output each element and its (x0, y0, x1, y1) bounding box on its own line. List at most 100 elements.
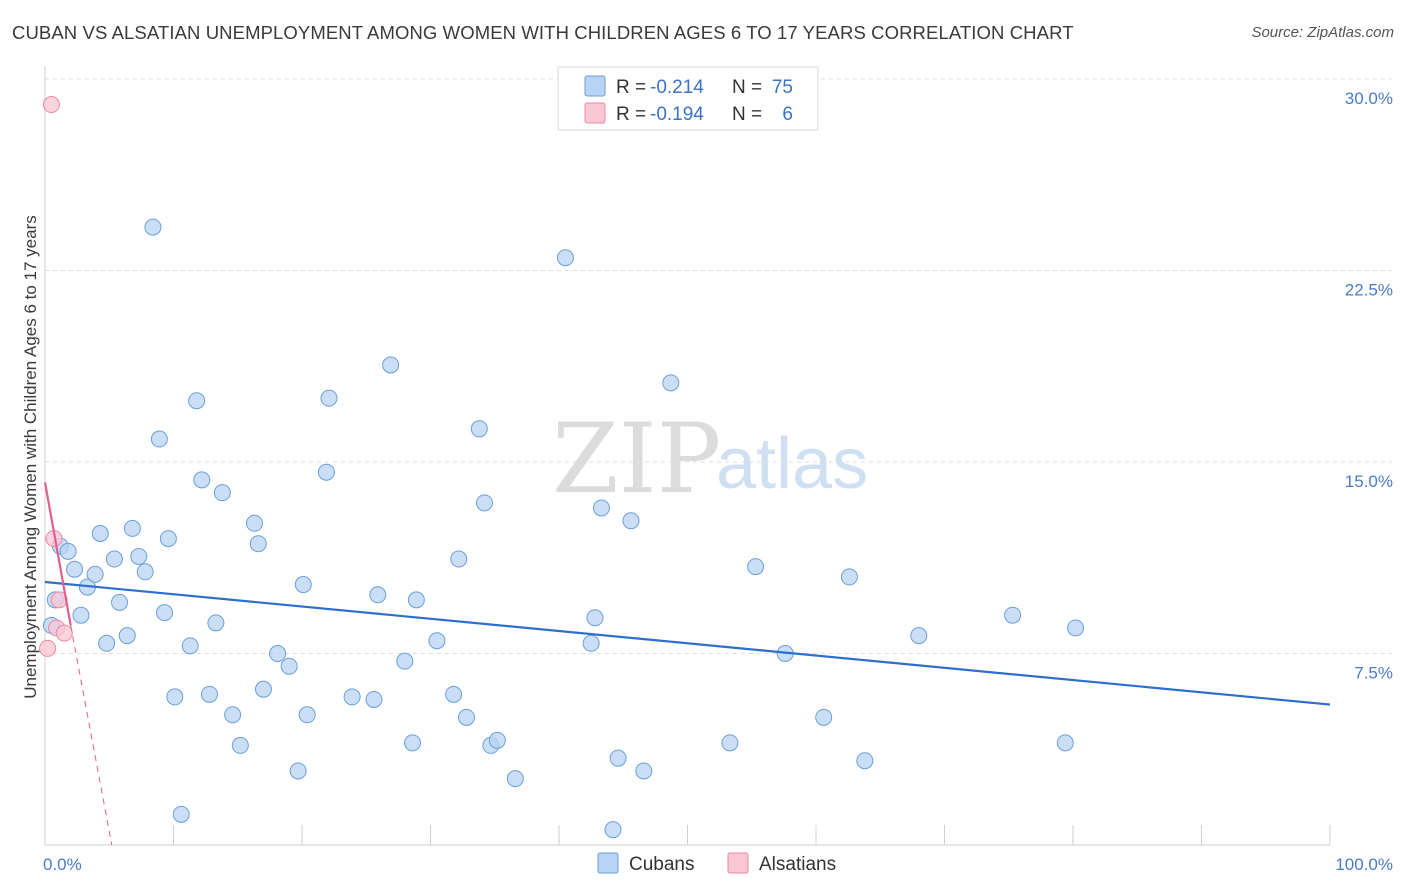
chart-title: CUBAN VS ALSATIAN UNEMPLOYMENT AMONG WOM… (12, 22, 1074, 43)
cubans-point-21 (172, 805, 190, 823)
cubans-point-3 (59, 542, 77, 560)
alsatians-point-4 (55, 624, 73, 642)
legend-r-label-alsatians: R = (616, 104, 646, 125)
alsatians-points (39, 96, 73, 657)
cubans-point-54 (488, 731, 506, 749)
cubans-point-69 (840, 568, 858, 586)
cubans-point-46 (407, 591, 425, 609)
cubans-point-59 (592, 499, 610, 517)
watermark-atlas: atlas (716, 424, 868, 504)
cubans-point-40 (343, 688, 361, 706)
cubans-point-56 (556, 249, 574, 267)
cubans-point-5 (72, 606, 90, 624)
legend-swatch-alsatians (584, 102, 606, 124)
watermark: ZIP atlas (552, 403, 868, 515)
cubans-point-60 (604, 821, 622, 839)
legend-n-value-cubans: 75 (772, 77, 793, 98)
legend-n-label-cubans: N = (732, 77, 762, 98)
bottom-legend-cubans: Cubans (629, 854, 695, 875)
cubans-point-35 (289, 762, 307, 780)
cubans-point-26 (207, 614, 225, 632)
alsatians-point-0 (42, 96, 60, 114)
cubans-point-11 (111, 593, 129, 611)
cubans-point-38 (317, 463, 335, 481)
cubans-point-25 (200, 685, 218, 703)
legend-n-value-alsatians: 6 (782, 104, 793, 125)
cubans-point-34 (280, 657, 298, 675)
y-tick-label-2: 22.5% (1345, 281, 1393, 300)
cubans-point-63 (635, 762, 653, 780)
legend-r-value-alsatians: -0.194 (650, 104, 704, 125)
cubans-point-36 (294, 576, 312, 594)
cubans-point-31 (249, 535, 267, 553)
y-tick-label-3: 30.0% (1345, 89, 1393, 108)
cubans-point-29 (231, 736, 249, 754)
cubans-point-65 (721, 734, 739, 752)
bottom-legend: Cubans Alsatians (597, 852, 836, 875)
alsatians-trend-line (43, 482, 72, 626)
cubans-point-15 (136, 563, 154, 581)
alsatians-point-5 (39, 639, 57, 657)
cubans-point-55 (506, 770, 524, 788)
cubans-point-8 (91, 524, 109, 542)
legend-n-label-alsatians: N = (732, 104, 762, 125)
y-tick-labels: 7.5% 15.0% 22.5% 30.0% (1345, 89, 1393, 683)
bottom-legend-swatch-alsatians (727, 852, 749, 874)
cubans-point-47 (428, 632, 446, 650)
cubans-point-30 (245, 514, 263, 532)
legend-r-label-cubans: R = (616, 77, 646, 98)
alsatians-trend-extension (70, 625, 113, 846)
cubans-point-62 (622, 512, 640, 530)
cubans-point-49 (450, 550, 468, 568)
cubans-point-22 (181, 637, 199, 655)
y-axis-label: Unemployment Among Women with Children A… (21, 215, 40, 699)
cubans-point-33 (269, 645, 287, 662)
cubans-points (42, 218, 1085, 839)
cubans-point-19 (159, 530, 177, 548)
cubans-point-43 (382, 356, 400, 374)
cubans-point-23 (188, 392, 206, 410)
cubans-point-4 (66, 560, 84, 578)
cubans-point-52 (475, 494, 493, 512)
cubans-point-57 (582, 634, 600, 652)
cubans-point-71 (910, 627, 928, 645)
cubans-point-64 (662, 374, 680, 392)
gridlines (45, 78, 1392, 654)
x-tick-label-0: 0.0% (43, 855, 82, 874)
cubans-point-73 (1056, 734, 1074, 752)
source-label: Source: ZipAtlas.com (1251, 24, 1394, 41)
cubans-point-44 (396, 652, 414, 670)
trend-lines (43, 482, 1331, 846)
legend-swatch-cubans (584, 75, 606, 97)
legend-r-value-cubans: -0.214 (650, 77, 704, 98)
cubans-point-20 (166, 688, 184, 706)
watermark-zip: ZIP (552, 403, 721, 515)
x-tick-labels: 0.0% 100.0% (43, 855, 1393, 874)
axes (44, 66, 1331, 846)
cubans-point-70 (856, 752, 874, 770)
cubans-point-32 (254, 680, 272, 698)
cubans-point-45 (404, 734, 422, 752)
bottom-legend-swatch-cubans (597, 852, 619, 874)
cubans-point-72 (1004, 606, 1022, 624)
cubans-point-24 (193, 471, 211, 489)
x-tick-label-1: 100.0% (1335, 855, 1393, 874)
cubans-point-41 (365, 690, 383, 708)
cubans-point-7 (86, 565, 104, 583)
cubans-point-16 (144, 218, 162, 236)
cubans-point-48 (445, 685, 463, 703)
y-tick-label-1: 15.0% (1345, 472, 1393, 491)
cubans-point-9 (98, 634, 116, 652)
cubans-point-42 (369, 586, 387, 604)
cubans-point-14 (130, 547, 148, 565)
legend: R = -0.214 N = 75 R = -0.194 N = 6 (557, 66, 819, 131)
cubans-point-61 (609, 749, 627, 767)
y-tick-label-0: 7.5% (1354, 664, 1393, 683)
cubans-point-68 (815, 708, 833, 726)
cubans-point-18 (156, 604, 174, 622)
cubans-point-51 (470, 420, 488, 438)
cubans-trend-line (44, 580, 1331, 706)
cubans-point-12 (118, 627, 136, 645)
cubans-point-39 (320, 389, 338, 407)
